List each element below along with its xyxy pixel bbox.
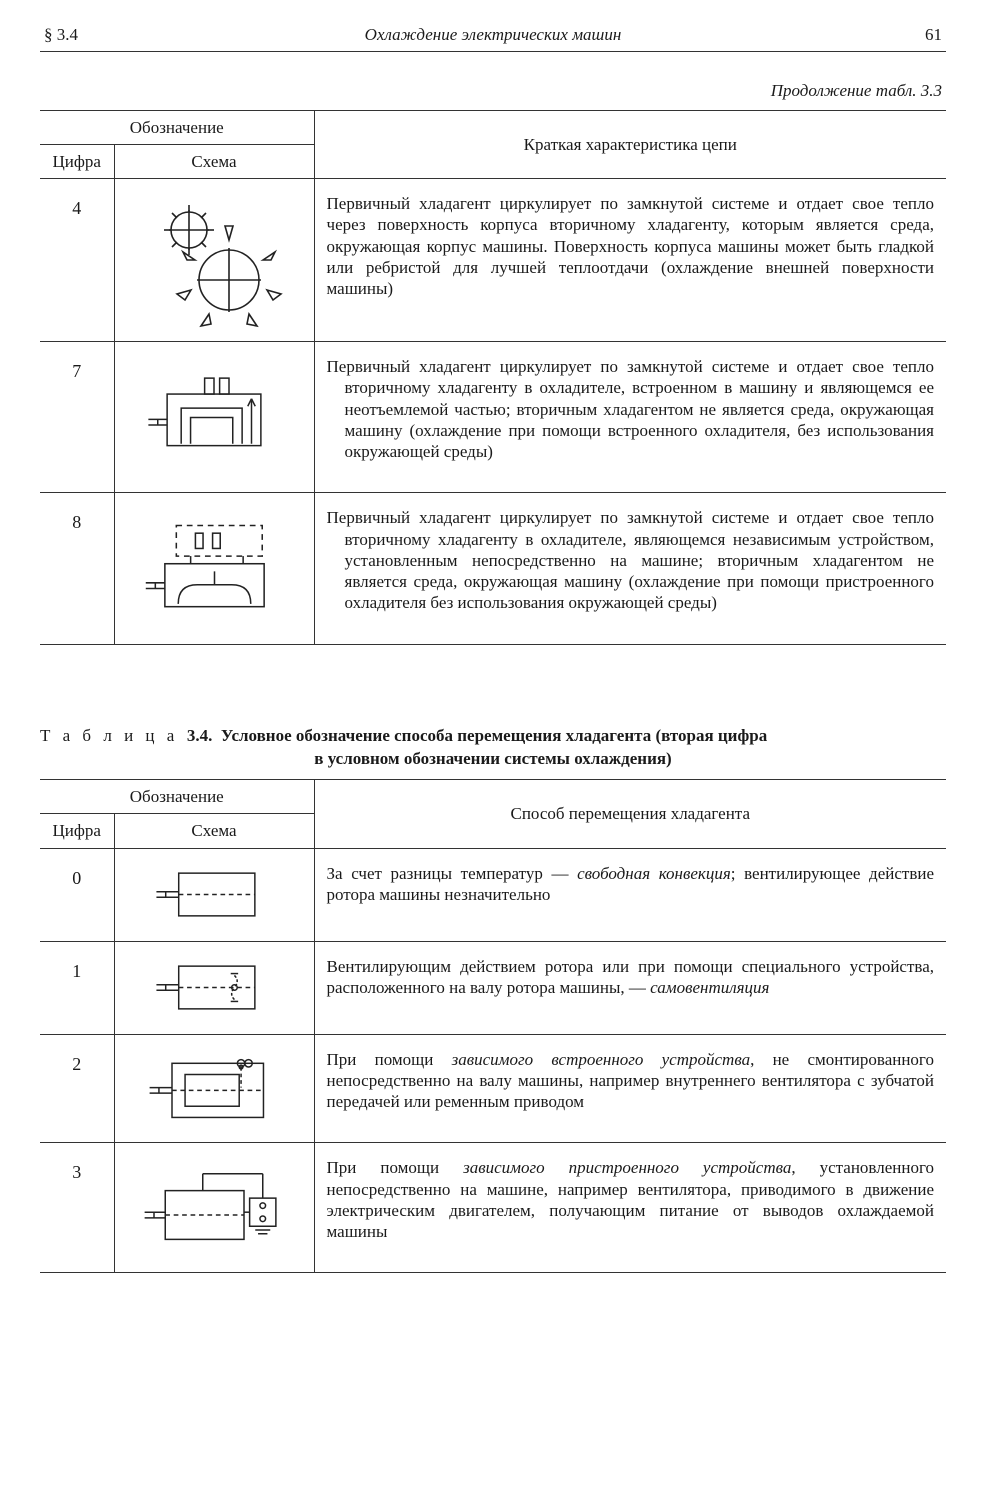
col-scheme: Схема: [114, 144, 314, 178]
col-designation: Обозначение: [40, 110, 314, 144]
digit-cell: 1: [40, 941, 114, 1034]
desc-em: зависимого встроенного устройства: [452, 1050, 751, 1069]
caption-line2: в условном обозначении системы охлаждени…: [40, 748, 946, 769]
table-3-3-head: Обозначение Краткая характеристика цепи …: [40, 110, 946, 179]
desc-pre: При помощи: [327, 1050, 452, 1069]
table-row: 8: [40, 493, 946, 644]
desc-cell: Первичный хладагент циркулирует по замкн…: [314, 342, 946, 493]
table-row: 0 За счет разницы температур — свободная: [40, 848, 946, 941]
table-row: 4: [40, 179, 946, 342]
section-label: § 3.4: [44, 24, 78, 45]
scheme-dependent-builtin-icon: [125, 1041, 304, 1136]
desc-em: самовентиляция: [650, 978, 769, 997]
digit-cell: 8: [40, 493, 114, 644]
desc-em: зависимого пристроенного устройства: [463, 1158, 791, 1177]
table-3-3: Обозначение Краткая характеристика цепи …: [40, 110, 946, 645]
desc-cell: При помощи зависимого встроенного устрой…: [314, 1034, 946, 1143]
table-row: 1: [40, 941, 946, 1034]
table-row: 7: [40, 342, 946, 493]
digit-cell: 0: [40, 848, 114, 941]
scheme-cell: [114, 848, 314, 941]
digit-cell: 4: [40, 179, 114, 342]
scheme-self-ventilation-icon: [125, 948, 304, 1028]
scheme-cell: [114, 1143, 314, 1273]
desc-em: свободная конвекция: [577, 864, 731, 883]
scheme-cell: [114, 941, 314, 1034]
scheme-cell: [114, 493, 314, 644]
scheme-attached-cooler-icon: [125, 508, 304, 628]
scheme-cell: [114, 342, 314, 493]
table-row: 3: [40, 1143, 946, 1273]
col-designation: Обозначение: [40, 780, 314, 814]
page: § 3.4 Охлаждение электрических машин 61 …: [0, 0, 986, 1355]
digit-cell: 7: [40, 342, 114, 493]
table-3-4: Обозначение Способ перемещения хладагент…: [40, 779, 946, 1273]
caption-line1: Условное обозначение способа перемещения…: [221, 726, 767, 745]
desc-pre: При помощи: [327, 1158, 464, 1177]
digit-cell: 3: [40, 1143, 114, 1273]
table-3-4-head: Обозначение Способ перемещения хладагент…: [40, 780, 946, 849]
desc-cell: Первичный хладагент циркулирует по замкн…: [314, 179, 946, 342]
col-scheme: Схема: [114, 814, 314, 848]
running-head: § 3.4 Охлаждение электрических машин 61: [40, 24, 946, 52]
scheme-cell: [114, 1034, 314, 1143]
scheme-free-convection-icon: [125, 855, 304, 935]
desc-text: Первичный хладагент циркулирует по замкн…: [327, 356, 934, 462]
scheme-builtin-cooler-icon: [125, 357, 304, 477]
table-3-4-caption: Т а б л и ц а 3.4. Условное обозначение …: [40, 725, 946, 770]
col-digit: Цифра: [40, 144, 114, 178]
desc-cell: Вентилирующим действием ротора или при п…: [314, 941, 946, 1034]
table-continuation-label: Продолжение табл. 3.3: [40, 80, 942, 101]
desc-cell: За счет разницы температур — свободная к…: [314, 848, 946, 941]
desc-cell: При помощи зависимого пристроенного устр…: [314, 1143, 946, 1273]
chapter-title: Охлаждение электрических машин: [365, 24, 622, 45]
page-number: 61: [925, 24, 942, 45]
desc-text: Первичный хладагент циркулирует по замкн…: [327, 507, 934, 613]
scheme-dependent-attached-icon: [125, 1158, 304, 1258]
col-description: Способ перемещения хладагента: [314, 780, 946, 849]
scheme-ext-surface-cooling-icon: [125, 185, 304, 335]
caption-number: 3.4.: [187, 726, 213, 745]
col-digit: Цифра: [40, 814, 114, 848]
col-description: Краткая характеристика цепи: [314, 110, 946, 179]
desc-pre: Вентилирующим действием ротора или при п…: [327, 957, 934, 997]
caption-keyword: Т а б л и ц а: [40, 726, 178, 745]
desc-cell: Первичный хладагент циркулирует по замкн…: [314, 493, 946, 644]
desc-pre: За счет разницы температур —: [327, 864, 578, 883]
scheme-cell: [114, 179, 314, 342]
table-row: 2: [40, 1034, 946, 1143]
digit-cell: 2: [40, 1034, 114, 1143]
